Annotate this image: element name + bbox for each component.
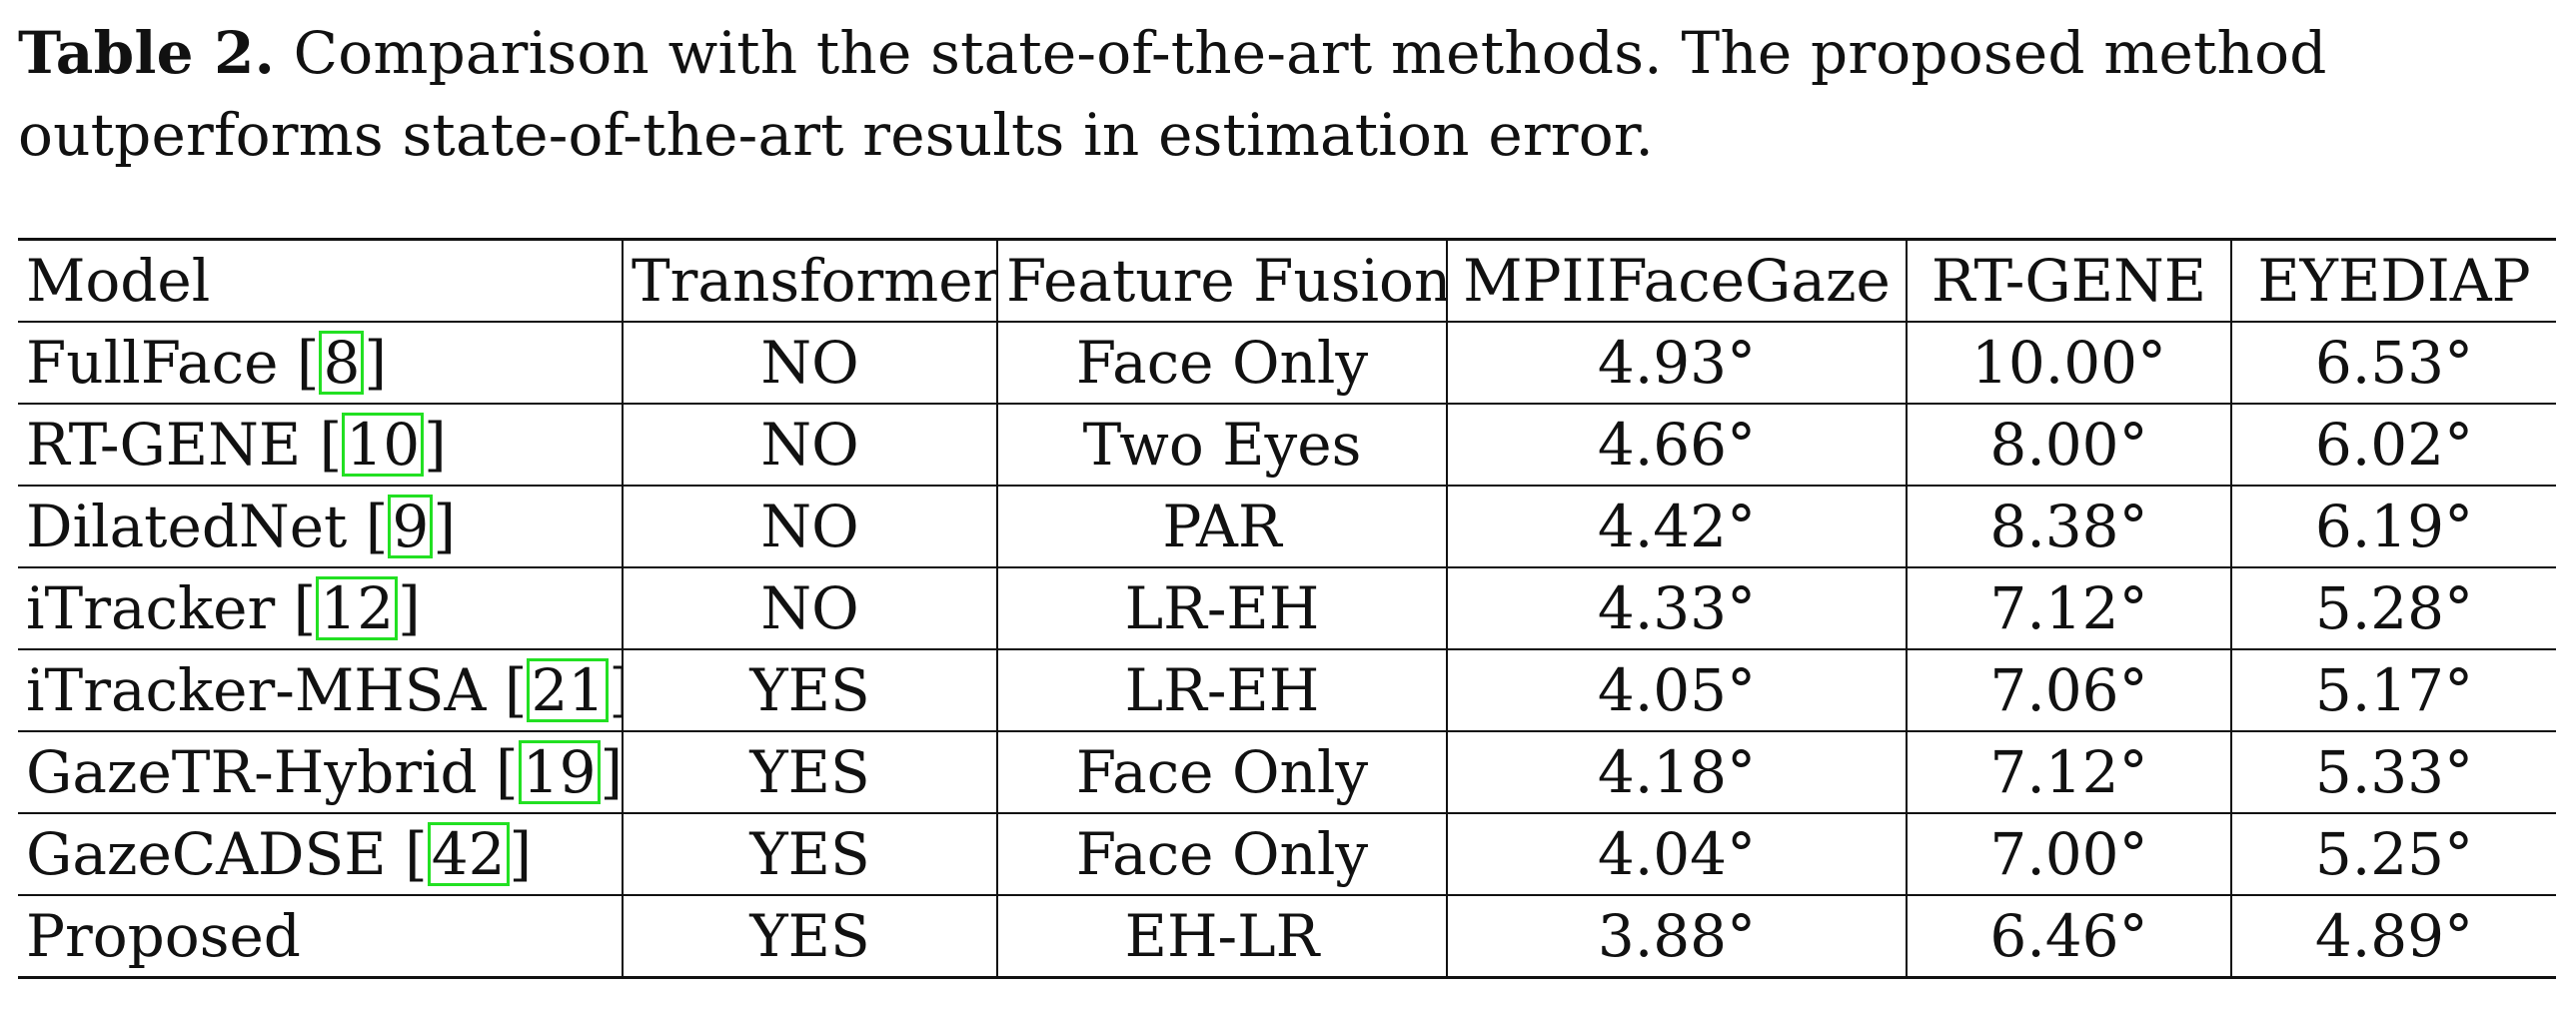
citation-link[interactable]: 10 xyxy=(342,413,425,477)
transformer-cell: NO xyxy=(622,567,997,649)
eyediap-cell: 5.17° xyxy=(2230,649,2556,731)
transformer-cell: YES xyxy=(622,731,997,813)
rtgene-cell: 7.06° xyxy=(1906,649,2231,731)
model-cell: DilatedNet [9] xyxy=(26,493,456,560)
table-row: GazeCADSE [42] YES Face Only 4.04° 7.00°… xyxy=(18,813,2556,895)
model-name: FullFace xyxy=(26,329,279,397)
fusion-cell: Face Only xyxy=(996,731,1447,813)
transformer-cell: NO xyxy=(622,486,997,567)
eyediap-cell: 5.33° xyxy=(2230,731,2556,813)
model-name: iTracker-MHSA xyxy=(26,656,487,724)
model-name: GazeTR-Hybrid xyxy=(26,738,478,806)
table-row: iTracker-MHSA [21] YES LR-EH 4.05° 7.06°… xyxy=(18,649,2556,731)
citation-link[interactable]: 8 xyxy=(319,331,365,395)
citation-link[interactable]: 42 xyxy=(427,822,510,886)
table-row: GazeTR-Hybrid [19] YES Face Only 4.18° 7… xyxy=(18,731,2556,813)
eyediap-cell: 4.89° xyxy=(2230,895,2556,978)
mpii-cell: 4.18° xyxy=(1446,731,1907,813)
transformer-cell: YES xyxy=(622,649,997,731)
rtgene-cell: 8.00° xyxy=(1906,404,2231,486)
model-name: GazeCADSE xyxy=(26,820,387,888)
mpii-cell: 4.42° xyxy=(1446,486,1907,567)
model-cell: Proposed xyxy=(26,902,301,970)
model-name: DilatedNet xyxy=(26,493,348,560)
fusion-cell: Two Eyes xyxy=(996,404,1447,486)
header-eyediap: EYEDIAP xyxy=(2230,239,2556,322)
table-row: RT-GENE [10] NO Two Eyes 4.66° 8.00° 6.0… xyxy=(18,404,2556,486)
comparison-table: Model Transformer Feature Fusion MPIIFac… xyxy=(18,238,2556,979)
fusion-cell: Face Only xyxy=(996,813,1447,895)
eyediap-cell: 5.25° xyxy=(2230,813,2556,895)
header-feature-fusion: Feature Fusion xyxy=(996,239,1447,322)
rtgene-cell: 7.00° xyxy=(1906,813,2231,895)
model-cell: iTracker-MHSA [21] xyxy=(18,649,623,731)
rtgene-cell: 8.38° xyxy=(1906,486,2231,567)
model-name: iTracker xyxy=(26,574,276,642)
rtgene-cell: 6.46° xyxy=(1906,895,2231,978)
fusion-cell: PAR xyxy=(996,486,1447,567)
eyediap-cell: 6.02° xyxy=(2230,404,2556,486)
fusion-cell: LR-EH xyxy=(996,649,1447,731)
caption-label: Table 2. xyxy=(18,19,276,87)
transformer-cell: NO xyxy=(622,404,997,486)
citation-link[interactable]: 9 xyxy=(388,495,434,558)
fusion-cell: Face Only xyxy=(996,322,1447,404)
transformer-cell: YES xyxy=(622,895,997,978)
rtgene-cell: 7.12° xyxy=(1906,731,2231,813)
fusion-cell: EH-LR xyxy=(996,895,1447,978)
model-cell: RT-GENE [10] xyxy=(26,411,447,479)
transformer-cell: YES xyxy=(622,813,997,895)
fusion-cell: LR-EH xyxy=(996,567,1447,649)
caption-text: Comparison with the state-of-the-art met… xyxy=(18,19,2327,169)
rtgene-cell: 7.12° xyxy=(1906,567,2231,649)
table-row: DilatedNet [9] NO PAR 4.42° 8.38° 6.19° xyxy=(18,486,2556,567)
model-name: RT-GENE xyxy=(26,411,302,479)
model-cell: GazeCADSE [42] xyxy=(26,820,533,888)
table-caption: Table 2. Comparison with the state-of-th… xyxy=(18,12,2486,176)
mpii-cell: 4.66° xyxy=(1446,404,1907,486)
transformer-cell: NO xyxy=(622,322,997,404)
mpii-cell: 3.88° xyxy=(1446,895,1907,978)
mpii-cell: 4.93° xyxy=(1446,322,1907,404)
model-cell: iTracker [12] xyxy=(26,574,421,642)
header-row: Model Transformer Feature Fusion MPIIFac… xyxy=(18,239,2556,322)
mpii-cell: 4.05° xyxy=(1446,649,1907,731)
header-transformer: Transformer xyxy=(622,239,997,322)
citation-link[interactable]: 19 xyxy=(518,740,601,804)
header-model: Model xyxy=(26,247,211,315)
table-row: FullFace [8] NO Face Only 4.93° 10.00° 6… xyxy=(18,322,2556,404)
mpii-cell: 4.33° xyxy=(1446,567,1907,649)
citation-link[interactable]: 12 xyxy=(316,576,399,640)
model-cell: GazeTR-Hybrid [19] xyxy=(26,738,623,806)
header-mpiifacegaze: MPIIFaceGaze xyxy=(1446,239,1907,322)
header-rt-gene: RT-GENE xyxy=(1906,239,2231,322)
table-row: iTracker [12] NO LR-EH 4.33° 7.12° 5.28° xyxy=(18,567,2556,649)
eyediap-cell: 6.19° xyxy=(2230,486,2556,567)
eyediap-cell: 5.28° xyxy=(2230,567,2556,649)
proposed-row: Proposed YES EH-LR 3.88° 6.46° 4.89° xyxy=(18,895,2556,978)
rtgene-cell: 10.00° xyxy=(1906,322,2231,404)
model-cell: FullFace [8] xyxy=(26,329,388,397)
eyediap-cell: 6.53° xyxy=(2230,322,2556,404)
citation-link[interactable]: 21 xyxy=(527,658,610,722)
mpii-cell: 4.04° xyxy=(1446,813,1907,895)
